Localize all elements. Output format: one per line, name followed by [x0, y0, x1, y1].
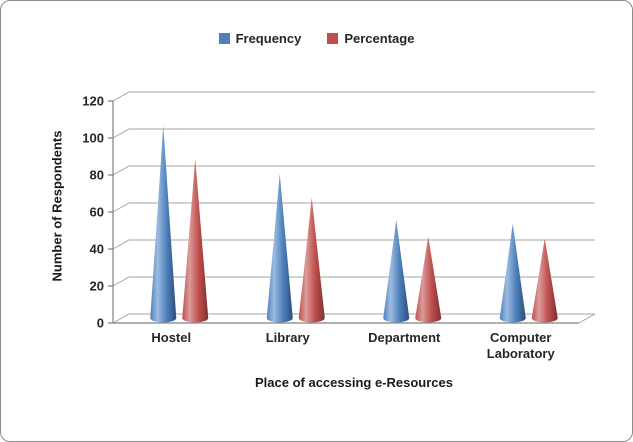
svg-text:20: 20	[90, 279, 104, 294]
legend-swatch-percentage-icon	[327, 33, 339, 44]
x-axis-title: Place of accessing e-Resources	[255, 375, 453, 390]
y-axis-title: Number of Respondents	[49, 130, 65, 282]
legend-swatch-frequency-icon	[218, 33, 230, 44]
svg-text:80: 80	[90, 168, 104, 183]
svg-text:60: 60	[90, 205, 104, 220]
svg-text:Hostel: Hostel	[151, 330, 191, 345]
svg-text:100: 100	[82, 131, 104, 146]
legend-item-percentage: Percentage	[327, 31, 414, 46]
svg-text:Library: Library	[266, 330, 311, 345]
svg-text:0: 0	[97, 316, 104, 331]
legend-label-frequency: Frequency	[235, 31, 302, 46]
legend-label-percentage: Percentage	[344, 31, 415, 46]
svg-text:120: 120	[82, 94, 104, 109]
chart-legend: Frequency Percentage	[1, 31, 632, 46]
legend-item-frequency: Frequency	[218, 31, 302, 46]
svg-text:40: 40	[90, 242, 104, 257]
svg-text:Department: Department	[368, 330, 441, 345]
